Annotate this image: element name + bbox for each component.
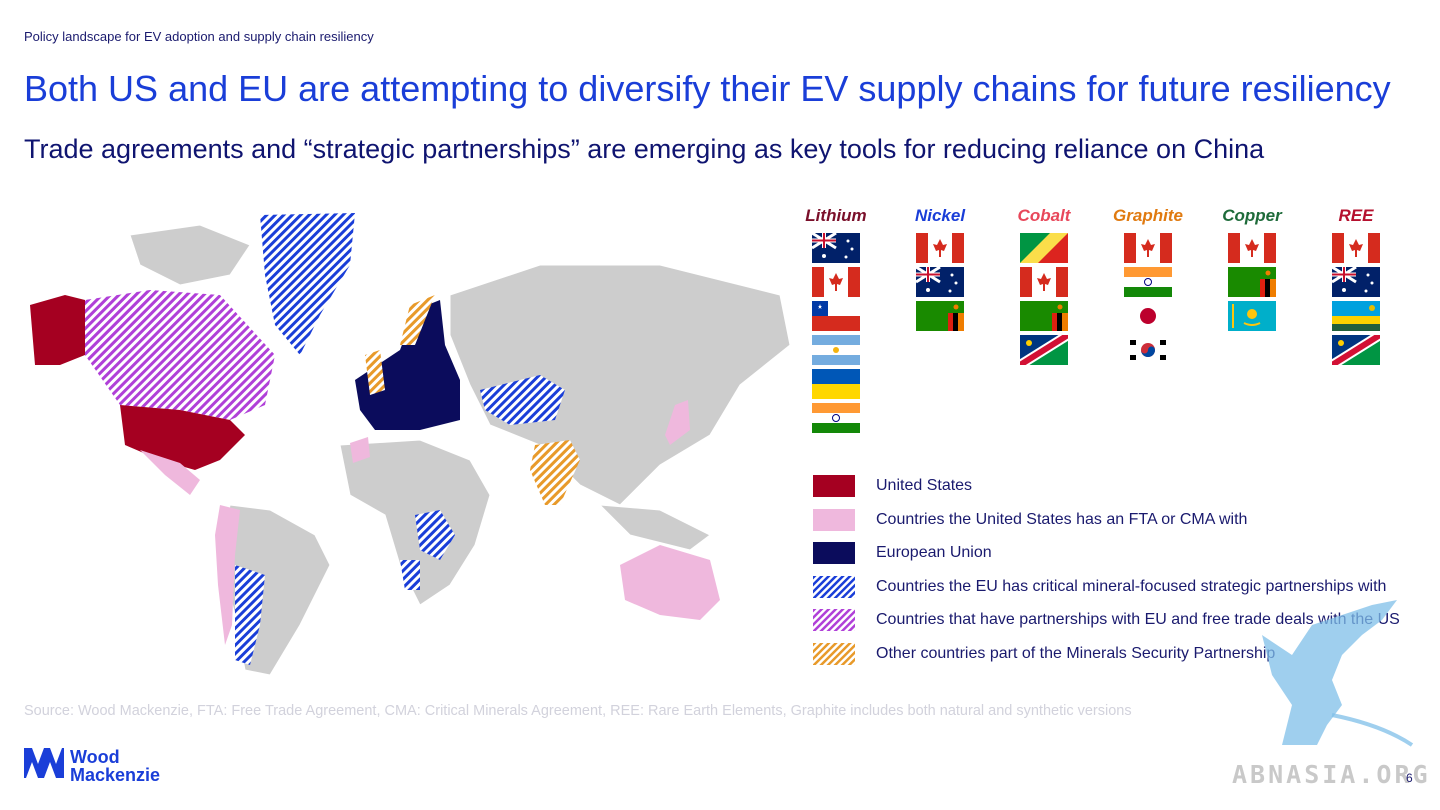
australia-flag-icon <box>812 233 860 263</box>
logo-word-wood: Wood <box>70 747 120 767</box>
ukraine-flag-icon <box>812 369 860 399</box>
page-number: 6 <box>1406 771 1413 785</box>
southeast-asia-land <box>598 504 711 551</box>
kazakhstan <box>480 375 565 425</box>
legend-swatch <box>813 475 855 497</box>
mineral-label-copper: Copper <box>1222 206 1282 225</box>
source-note: Source: Wood Mackenzie, FTA: Free Trade … <box>24 703 1132 719</box>
mineral-column-copper: Copper <box>1207 205 1297 331</box>
australia <box>620 545 720 620</box>
rwanda-flag-icon <box>1332 301 1380 331</box>
africa-land <box>339 439 491 606</box>
mineral-label-nickel: Nickel <box>914 206 966 225</box>
asia-land <box>449 264 791 506</box>
zambia-flag-icon <box>1228 267 1276 297</box>
canada-flag-icon <box>916 233 964 263</box>
south-korea-flag-icon <box>1124 335 1172 365</box>
greenland <box>260 213 355 355</box>
logo-word-mackenzie: Mackenzie <box>70 765 161 785</box>
norway <box>400 295 435 345</box>
european-union <box>355 300 460 430</box>
canada <box>85 290 275 420</box>
eyebrow-text: Policy landscape for EV adoption and sup… <box>24 29 374 44</box>
congo-flag-icon <box>1020 233 1068 263</box>
wm-logo-mark-icon <box>24 748 64 778</box>
legend-label: European Union <box>876 544 992 561</box>
drc-zambia <box>415 510 455 560</box>
mineral-column-graphite: Graphite <box>1103 205 1193 365</box>
page-subtitle: Trade agreements and “strategic partners… <box>24 134 1265 164</box>
world-map <box>30 213 791 676</box>
wood-mackenzie-logo: Wood Mackenzie <box>24 746 184 786</box>
griffin-watermark-icon <box>1262 600 1414 747</box>
mineral-column-ree: REE <box>1311 205 1401 365</box>
mineral-label-cobalt: Cobalt <box>1017 206 1071 225</box>
japan-flag-icon <box>1124 301 1172 331</box>
australia-flag-icon <box>1332 267 1380 297</box>
mineral-column-nickel: Nickel <box>895 205 985 331</box>
mineral-label-graphite: Graphite <box>1113 206 1183 225</box>
legend-swatch <box>813 542 855 564</box>
legend-label: Countries the United States has an FTA o… <box>876 511 1248 528</box>
canada-flag-icon <box>1124 233 1172 263</box>
legend-label: Other countries part of the Minerals Sec… <box>876 645 1276 662</box>
legend-label: United States <box>876 477 973 494</box>
namibia <box>400 560 420 590</box>
mexico <box>140 450 200 495</box>
legend-swatch <box>813 509 855 531</box>
argentina <box>235 565 265 665</box>
canada-flag-icon <box>812 267 860 297</box>
mineral-column-lithium: Lithium <box>791 205 881 433</box>
legend-swatch <box>813 609 855 631</box>
chile-flag-icon <box>812 301 860 331</box>
legend-swatch <box>813 643 855 665</box>
india-flag-icon <box>1124 267 1172 297</box>
canada-flag-icon <box>1228 233 1276 263</box>
namibia-flag-icon <box>1332 335 1380 365</box>
kazakhstan-flag-icon <box>1228 301 1276 331</box>
canada-flag-icon <box>1332 233 1380 263</box>
australia-flag-icon <box>916 267 964 297</box>
mineral-column-cobalt: Cobalt <box>999 205 1089 365</box>
page-title: Both US and EU are attempting to diversi… <box>24 68 1391 109</box>
argentina-flag-icon <box>812 335 860 365</box>
india-flag-icon <box>812 403 860 433</box>
legend-swatch <box>813 576 855 598</box>
mineral-label-lithium: Lithium <box>805 206 867 225</box>
peru-chile <box>215 505 240 645</box>
watermark: ABNASIA.ORG <box>1222 595 1437 795</box>
united-kingdom <box>365 350 385 395</box>
japan <box>665 400 690 445</box>
legend-label: Countries that have partnerships with EU… <box>876 611 1400 628</box>
mineral-label-ree: REE <box>1338 206 1374 225</box>
legend-label: Countries the EU has critical mineral-fo… <box>876 578 1387 595</box>
india <box>530 440 580 505</box>
zambia-flag-icon <box>916 301 964 331</box>
canada-flag-icon <box>1020 267 1068 297</box>
namibia-flag-icon <box>1020 335 1068 365</box>
alaska <box>30 295 85 365</box>
watermark-text: ABNASIA.ORG <box>1232 760 1431 789</box>
zambia-flag-icon <box>1020 301 1068 331</box>
morocco <box>350 437 370 463</box>
arctic-islands <box>129 224 251 286</box>
